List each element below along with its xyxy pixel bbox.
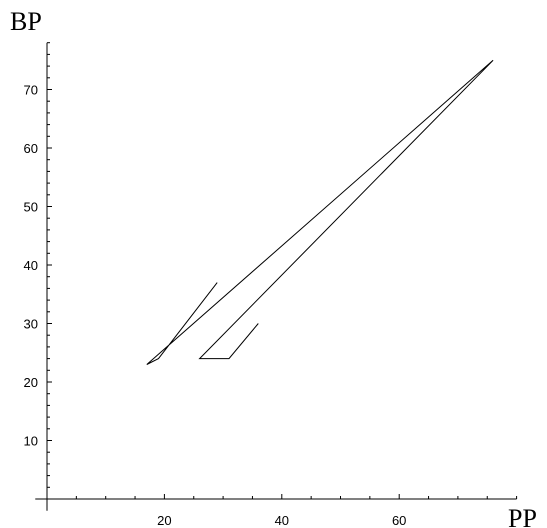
y-tick-label: 10 [24,434,38,449]
y-tick-label: 20 [24,375,38,390]
ticks [47,42,518,499]
y-axis-title: BP [10,7,42,36]
x-axis-title: PP [508,504,537,528]
y-tick-label: 50 [24,200,38,215]
x-tick-label: 20 [157,513,171,528]
series-line [146,59,494,365]
x-tick-label: 60 [392,513,406,528]
axes [35,42,517,511]
tick-labels: 20 40 60 10 20 30 40 50 60 70 [24,83,407,528]
series [146,59,494,365]
x-tick-label: 40 [275,513,289,528]
y-tick-label: 30 [24,317,38,332]
y-tick-label: 40 [24,258,38,273]
y-tick-label: 70 [24,83,38,98]
y-tick-label: 60 [24,141,38,156]
